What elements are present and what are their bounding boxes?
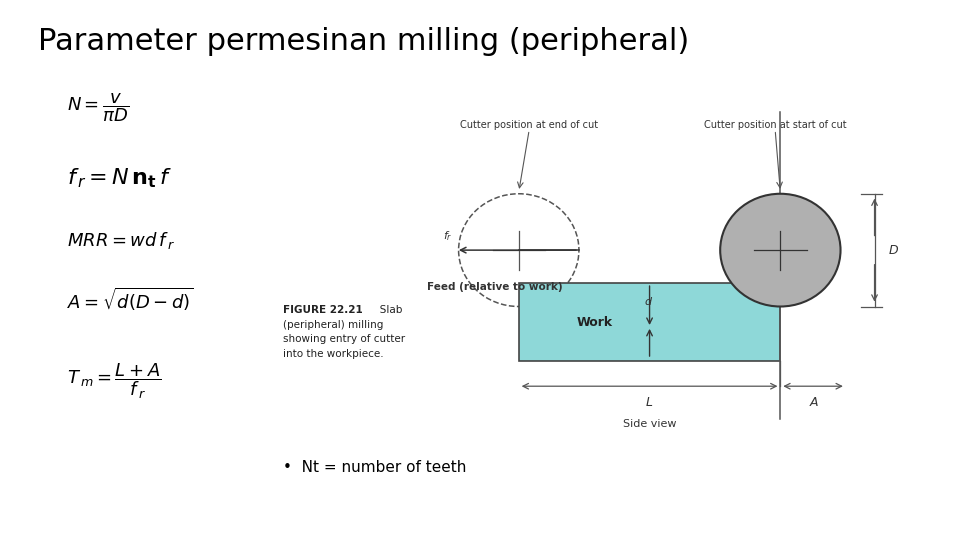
Text: Feed (relative to work): Feed (relative to work) — [427, 282, 563, 292]
Text: •  Nt = number of teeth: • Nt = number of teeth — [283, 460, 467, 475]
Text: Slab: Slab — [370, 305, 402, 315]
Text: $\mathit{f}_{\,r} = N\,\mathbf{n}_{\mathbf{t}}\,f$: $\mathit{f}_{\,r} = N\,\mathbf{n}_{\math… — [67, 166, 173, 190]
Text: Side view: Side view — [623, 419, 676, 429]
Text: $A = \sqrt{d(D-d)}$: $A = \sqrt{d(D-d)}$ — [67, 286, 194, 313]
Text: Cutter position at end of cut: Cutter position at end of cut — [460, 119, 598, 130]
Text: $d$: $d$ — [644, 295, 654, 307]
Text: $A$: $A$ — [809, 396, 820, 409]
Text: into the workpiece.: into the workpiece. — [283, 349, 384, 359]
Text: $\mathit{T}_{\,m} = \dfrac{L+A}{\mathit{f}_{\,r}}$: $\mathit{T}_{\,m} = \dfrac{L+A}{\mathit{… — [67, 361, 161, 401]
Text: $D$: $D$ — [888, 244, 899, 256]
Text: (peripheral) milling: (peripheral) milling — [283, 320, 384, 330]
Ellipse shape — [720, 194, 841, 307]
Text: FIGURE 22.21: FIGURE 22.21 — [283, 305, 363, 315]
Text: Work: Work — [577, 315, 612, 328]
Text: $MRR = wd\,\mathit{f}_{\,r}$: $MRR = wd\,\mathit{f}_{\,r}$ — [67, 230, 175, 251]
Bar — [518, 283, 780, 361]
Text: $L$: $L$ — [645, 396, 654, 409]
Text: $N = \dfrac{v}{\pi D}$: $N = \dfrac{v}{\pi D}$ — [67, 92, 130, 124]
Text: showing entry of cutter: showing entry of cutter — [283, 334, 405, 345]
Text: Parameter permesinan milling (peripheral): Parameter permesinan milling (peripheral… — [38, 27, 689, 56]
Text: Cutter position at start of cut: Cutter position at start of cut — [704, 119, 847, 130]
Text: $f_r$: $f_r$ — [443, 230, 452, 244]
